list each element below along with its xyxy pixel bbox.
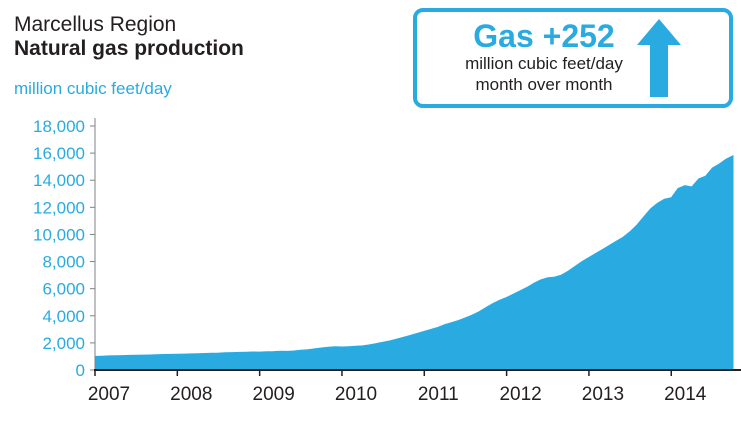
production-area-series xyxy=(94,154,734,371)
callout-text: Gas +252 million cubic feet/day month ov… xyxy=(465,20,623,95)
x-tick-label: 2014 xyxy=(664,384,707,405)
x-tick-label: 2007 xyxy=(88,384,130,405)
y-axis-unit-label: million cubic feet/day xyxy=(14,79,172,99)
callout-unit-line: million cubic feet/day xyxy=(465,54,623,74)
gas-change-value: Gas +252 xyxy=(473,18,615,55)
y-tick-label: 18,000 xyxy=(33,117,85,136)
chart-header: Marcellus Region Natural gas production … xyxy=(14,13,244,99)
y-tick-label: 0 xyxy=(76,361,85,380)
y-tick-label: 4,000 xyxy=(42,307,85,326)
region-title: Marcellus Region xyxy=(14,13,177,36)
x-tick-label: 2008 xyxy=(170,384,212,405)
x-tick-label: 2012 xyxy=(499,384,541,405)
x-tick-label: 2009 xyxy=(253,384,295,405)
y-tick-label: 8,000 xyxy=(42,253,85,272)
chart-title: Natural gas production xyxy=(14,37,244,61)
y-tick-label: 16,000 xyxy=(33,144,85,163)
y-tick-label: 12,000 xyxy=(33,198,85,217)
y-tick-label: 14,000 xyxy=(33,171,85,190)
x-tick-label: 2011 xyxy=(418,384,459,405)
production-chart: 0 2,000 4,000 6,000 8,000 10,000 12,000 14,000 1… xyxy=(33,117,741,405)
up-arrow-icon xyxy=(636,19,681,97)
gas-change-callout: Gas +252 million cubic feet/day month ov… xyxy=(413,8,733,108)
up-arrow-shape xyxy=(636,19,681,97)
y-tick-label: 10,000 xyxy=(33,225,85,244)
y-tick-label: 6,000 xyxy=(42,280,85,299)
y-tick-label: 2,000 xyxy=(42,334,85,353)
callout-period-line: month over month xyxy=(475,74,613,94)
x-tick-label: 2010 xyxy=(335,384,377,405)
x-tick-label: 2013 xyxy=(582,384,624,405)
